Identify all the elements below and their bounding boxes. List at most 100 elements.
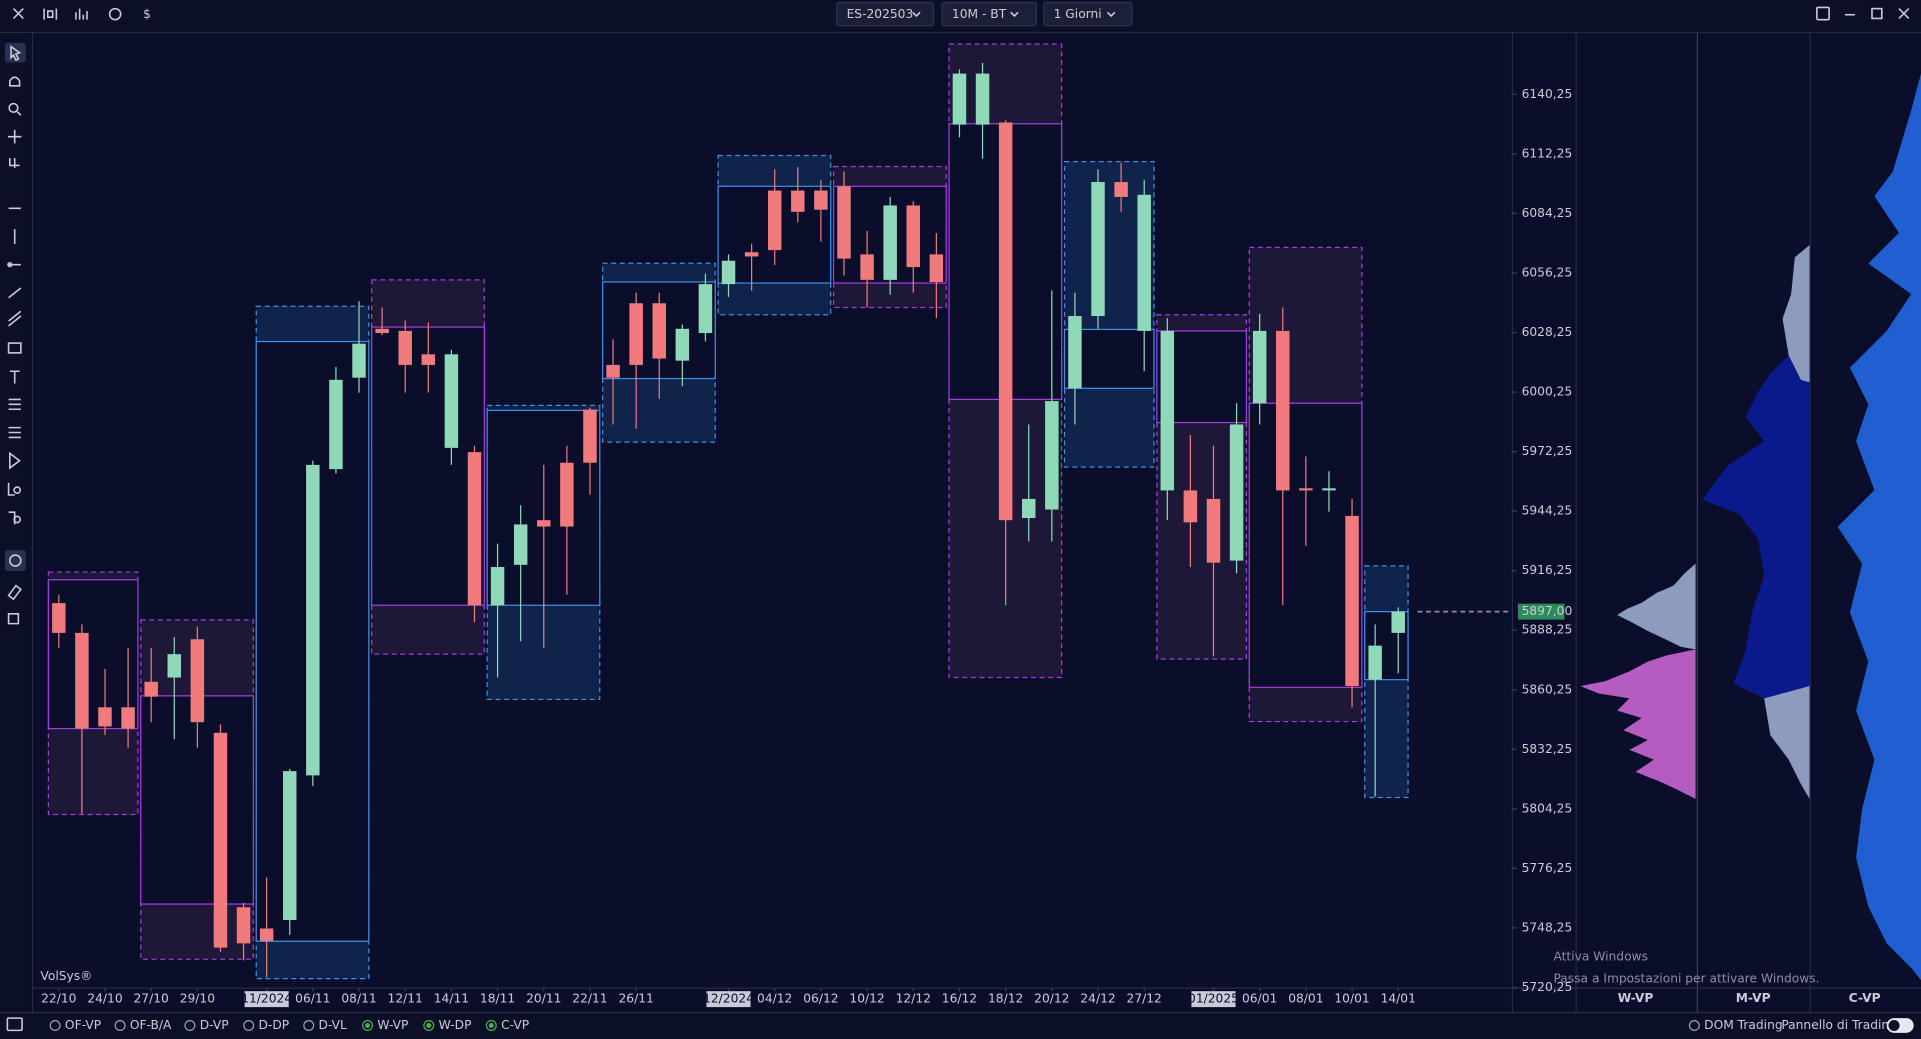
x-tick-label: 08/11 [341,992,376,1006]
x-tick-label: 24/10 [87,992,122,1006]
study-radio[interactable] [485,1019,497,1031]
tool-selected[interactable] [4,42,26,63]
candle-body [513,524,528,565]
w-vp-lower [1580,649,1696,799]
candle-body [213,732,228,948]
study-label: C-VP [501,1018,529,1032]
candle-body [144,681,158,697]
study-label: D-DP [259,1018,290,1032]
study-label: OF-B/A [130,1018,172,1032]
settings-icon[interactable] [108,7,122,21]
study-radio-dot [488,1023,494,1028]
m-vp-edge [1764,245,1810,799]
candle-body [606,364,620,378]
close-window-icon[interactable] [1898,8,1910,19]
tool-icons[interactable] [7,45,22,625]
study-radio[interactable] [49,1019,61,1031]
layout-icon[interactable] [1816,6,1830,21]
dom-label: DOM Trading [1704,1018,1782,1032]
x-tick-label: 01/2025 [1188,992,1239,1006]
y-tick-label: 5776,25 [1522,861,1573,875]
candle-body [444,354,459,448]
x-tick-label: 27/10 [134,992,169,1006]
x-tick-label: 06/01 [1242,992,1277,1006]
x-tick-label: 06/11 [295,992,330,1006]
study-radio-dot [365,1023,370,1028]
candle-body [490,566,505,606]
y-tick-label: 5748,25 [1522,920,1573,934]
study-radio[interactable] [303,1019,315,1031]
candles-icon[interactable] [43,8,58,20]
candle-body [329,379,343,470]
symbol-dropdown[interactable] [836,1,935,27]
chevron [1106,11,1116,18]
candle-body [167,654,182,678]
study-radio[interactable] [423,1019,435,1031]
period-dropdown[interactable] [1043,1,1133,27]
study-label: D-VL [319,1018,348,1032]
y-tick-label: 5944,25 [1522,504,1573,518]
candle-body [906,205,921,268]
candle-body [1068,316,1082,389]
bottom-bar [0,1012,1921,1039]
timeframe-dropdown[interactable] [941,1,1038,27]
study-radio[interactable] [114,1019,126,1031]
study-radio[interactable] [362,1019,374,1031]
x-tick-label: 20/11 [526,992,561,1006]
chevron [1010,11,1019,18]
candle-body [421,354,436,365]
panel-toggle-icon[interactable] [6,1017,23,1032]
watermark: VolSys® [40,969,92,983]
candle-body [1299,488,1313,491]
y-tick-label: 5888,25 [1522,623,1573,637]
study-label: W-VP [377,1018,408,1032]
value-area [47,579,139,730]
close-icon[interactable] [12,8,24,19]
tool-magnet[interactable] [4,550,26,571]
candle-body [698,284,713,334]
candle-body [1345,515,1359,687]
x-tick-label: 20/12 [1034,992,1069,1006]
candle-body [352,343,366,378]
value-area [1248,402,1363,688]
last-price-label: 5897,00 [1522,604,1573,618]
candle-body [1368,645,1382,680]
candle-body [814,190,828,210]
candle-body [306,464,320,776]
y-tick-label: 5720,25 [1522,980,1573,994]
candle-body [259,928,274,942]
windows-text: Passa a Impostazioni per attivare Window… [1553,971,1819,985]
y-tick-label: 6028,25 [1522,325,1573,339]
candle-body [675,328,690,361]
study-label: D-VP [200,1018,229,1032]
y-tick-label: 5832,25 [1522,742,1573,756]
currency-icon[interactable]: $ [143,7,151,21]
dom-radio[interactable] [1688,1019,1700,1031]
y-tick-label: 6084,25 [1522,206,1573,220]
x-tick-label: 26/11 [618,992,653,1006]
candle-body [1160,330,1175,491]
study-radio[interactable] [184,1019,196,1031]
candle-body [1229,424,1244,561]
x-tick-label: 24/12 [1080,992,1115,1006]
x-tick-label: 27/12 [1127,992,1162,1006]
last-price-box [1517,603,1565,620]
candle-body [1322,488,1336,491]
panel-label: M-VP [1736,991,1771,1005]
candle-body [560,462,574,527]
study-radio[interactable] [243,1019,255,1031]
candle-body [283,771,297,920]
candle-body [952,73,967,125]
candle-body [1022,498,1036,519]
toggle-knob [1888,1019,1900,1031]
candle-body [629,303,643,365]
x-tick-label: 14/11 [434,992,469,1006]
restore-icon[interactable] [1871,7,1883,20]
candle-body [1276,330,1290,491]
bars-icon[interactable] [75,8,88,20]
candle-body [98,707,112,727]
trading-panel-label: Pannello di Trading [1781,1018,1897,1032]
y-tick-label: 5972,25 [1522,444,1573,458]
